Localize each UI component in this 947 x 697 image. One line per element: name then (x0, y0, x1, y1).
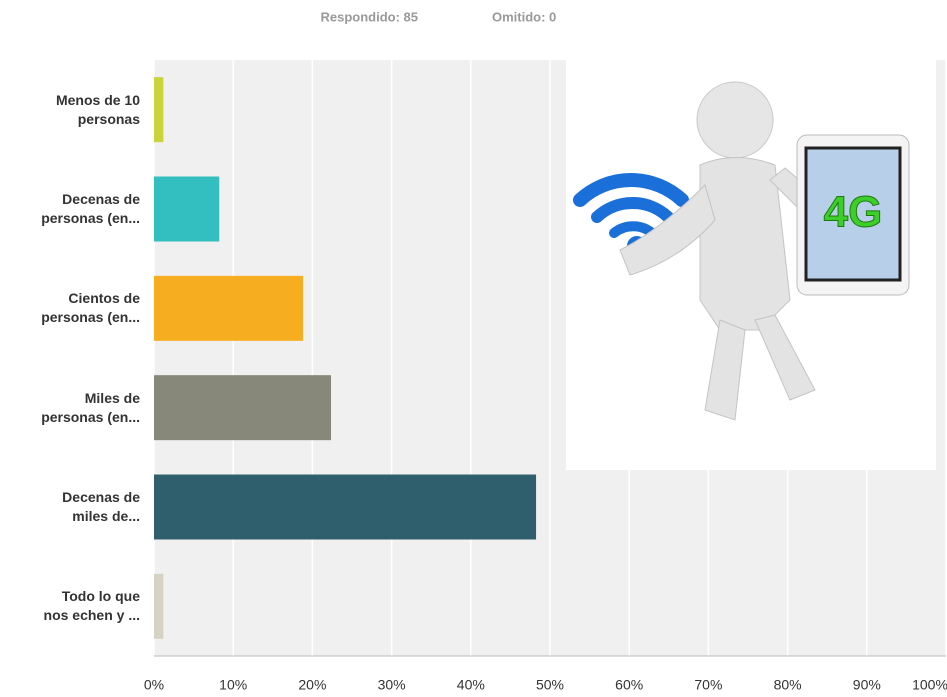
bar (154, 375, 332, 441)
bar (154, 573, 164, 639)
x-tick-label: 40% (457, 677, 485, 693)
illustration: 4G (566, 60, 936, 470)
skipped: Omitido: 0 (492, 9, 556, 24)
bar (154, 275, 304, 341)
image-label: 4G (824, 188, 883, 237)
x-tick-label: 80% (774, 677, 802, 693)
x-tick-label: 30% (378, 677, 406, 693)
x-tick-label: 70% (694, 677, 722, 693)
x-tick-label: 10% (219, 677, 247, 693)
x-tick-label: 0% (144, 677, 164, 693)
category-label: Decenas de personas (en... (41, 191, 140, 226)
x-tick-label: 90% (853, 677, 881, 693)
x-tick-label: 50% (536, 677, 564, 693)
category-label: Todo lo que nos echen y ... (43, 588, 140, 624)
x-tick-label: 100% (912, 677, 947, 693)
x-tick-label: 60% (615, 677, 643, 693)
answered: Respondido: 85 (320, 9, 418, 24)
bar (154, 77, 164, 143)
bar (154, 474, 537, 540)
category-label: Decenas de miles de... (62, 489, 140, 524)
x-tick-label: 20% (298, 677, 326, 693)
category-label: Miles de personas (en... (41, 389, 140, 425)
category-label: Cientos de personas (en... (41, 290, 140, 326)
bar (154, 176, 220, 242)
category-label: Menos de 10 personas (55, 91, 140, 127)
